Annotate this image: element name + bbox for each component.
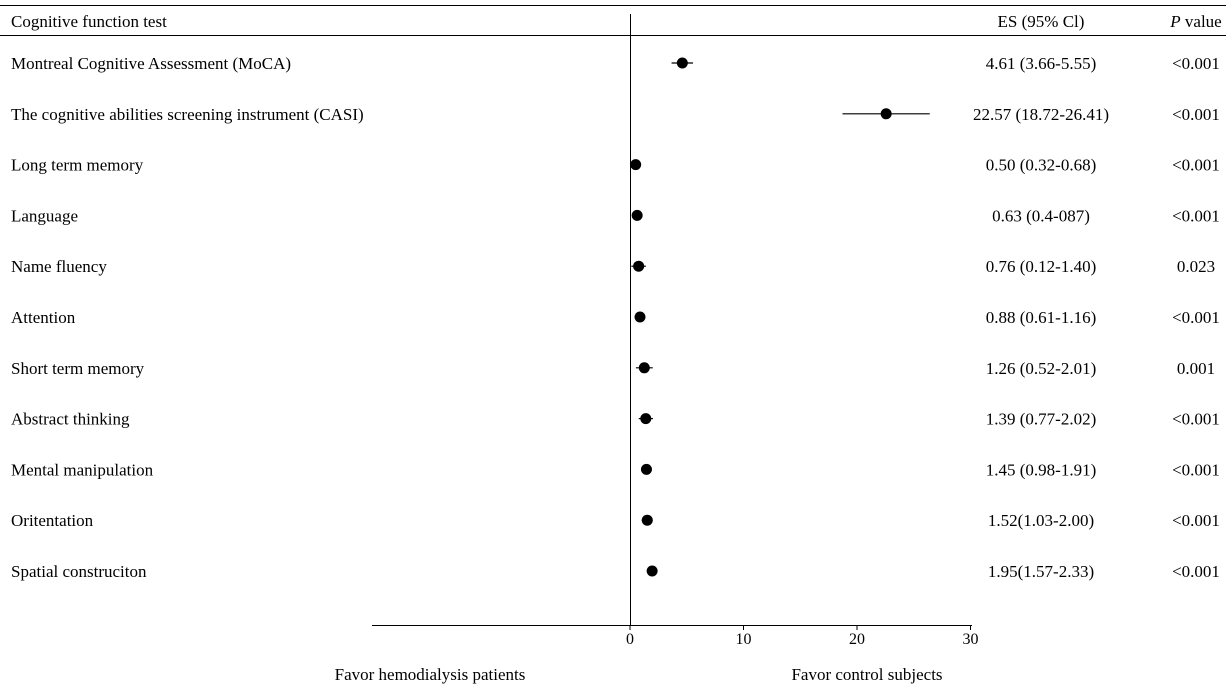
x-axis-ticks: 0 10 20 30 [626, 625, 979, 648]
es-point [676, 57, 688, 69]
row-p-value: 0.023 [1177, 257, 1215, 276]
row-label: Spatial construciton [11, 562, 147, 581]
row-p-value: <0.001 [1172, 460, 1220, 479]
row-es-ci: 4.61 (3.66-5.55) [986, 54, 1096, 73]
row-label: Abstract thinking [11, 410, 130, 429]
forest-row: Long term memory 0.50 (0.32-0.68) <0.001 [11, 156, 1220, 175]
row-es-ci: 1.39 (0.77-2.02) [986, 410, 1096, 429]
es-point [880, 108, 892, 120]
row-es-ci: 0.63 (0.4-087) [992, 206, 1090, 225]
row-p-value: <0.001 [1172, 410, 1220, 429]
forest-rows: Montreal Cognitive Assessment (MoCA) 4.61… [11, 54, 1220, 581]
row-es-ci: 1.95(1.57-2.33) [988, 562, 1094, 581]
header-p-italic: P [1169, 12, 1180, 31]
row-es-ci: 0.76 (0.12-1.40) [986, 257, 1096, 276]
es-point [640, 413, 652, 425]
x-tick-label: 10 [736, 631, 752, 648]
es-point [646, 565, 658, 577]
x-tick-label: 30 [963, 631, 979, 648]
row-p-value: <0.001 [1172, 206, 1220, 225]
row-label: Short term memory [11, 359, 145, 378]
x-tick-label: 20 [849, 631, 865, 648]
es-point [630, 159, 642, 171]
es-point [633, 260, 645, 272]
row-label: Attention [11, 308, 76, 327]
row-label: The cognitive abilities screening instru… [11, 105, 364, 124]
row-label: Name fluency [11, 257, 107, 276]
header-p-value: P value [1169, 12, 1221, 31]
row-es-ci: 0.88 (0.61-1.16) [986, 308, 1096, 327]
row-es-ci: 1.45 (0.98-1.91) [986, 460, 1096, 479]
header-label: Cognitive function test [11, 12, 167, 31]
row-p-value: <0.001 [1172, 308, 1220, 327]
x-tick-label: 0 [626, 631, 634, 648]
es-point [634, 311, 646, 323]
forest-row: Attention 0.88 (0.61-1.16) <0.001 [11, 308, 1220, 327]
row-label: Montreal Cognitive Assessment (MoCA) [11, 54, 291, 73]
row-label: Oritentation [11, 511, 94, 530]
forest-row: Oritentation 1.52(1.03-2.00) <0.001 [11, 511, 1220, 530]
row-p-value: <0.001 [1172, 105, 1220, 124]
row-p-value: 0.001 [1177, 359, 1215, 378]
row-p-value: <0.001 [1172, 156, 1220, 175]
header-es: ES (95% Cl) [998, 12, 1085, 31]
favor-left-label: Favor hemodialysis patients [335, 665, 526, 684]
row-p-value: <0.001 [1172, 54, 1220, 73]
favor-right-label: Favor control subjects [791, 665, 942, 684]
row-label: Long term memory [11, 156, 144, 175]
row-es-ci: 1.26 (0.52-2.01) [986, 359, 1096, 378]
es-point [631, 209, 643, 221]
row-label: Language [11, 206, 78, 225]
es-point [640, 463, 652, 475]
forest-row: Language 0.63 (0.4-087) <0.001 [11, 206, 1220, 225]
row-label: Mental manipulation [11, 460, 154, 479]
forest-row: Spatial construciton 1.95(1.57-2.33) <0.00… [11, 562, 1220, 581]
forest-row: Montreal Cognitive Assessment (MoCA) 4.61… [11, 54, 1220, 73]
es-point [638, 362, 650, 374]
header-p-rest: value [1181, 12, 1222, 31]
forest-row: Short term memory 1.26 (0.52-2.01) 0.001 [11, 359, 1215, 378]
row-p-value: <0.001 [1172, 562, 1220, 581]
row-es-ci: 0.50 (0.32-0.68) [986, 156, 1096, 175]
forest-row: Name fluency 0.76 (0.12-1.40) 0.023 [11, 257, 1215, 276]
forest-row: Abstract thinking 1.39 (0.77-2.02) <0.001 [11, 410, 1220, 429]
row-es-ci: 22.57 (18.72-26.41) [973, 105, 1109, 124]
row-es-ci: 1.52(1.03-2.00) [988, 511, 1094, 530]
es-point [641, 514, 653, 526]
forest-row: Mental manipulation 1.45 (0.98-1.91) <0.00… [11, 460, 1220, 479]
forest-row: The cognitive abilities screening instru… [11, 105, 1220, 124]
row-p-value: <0.001 [1172, 511, 1220, 530]
